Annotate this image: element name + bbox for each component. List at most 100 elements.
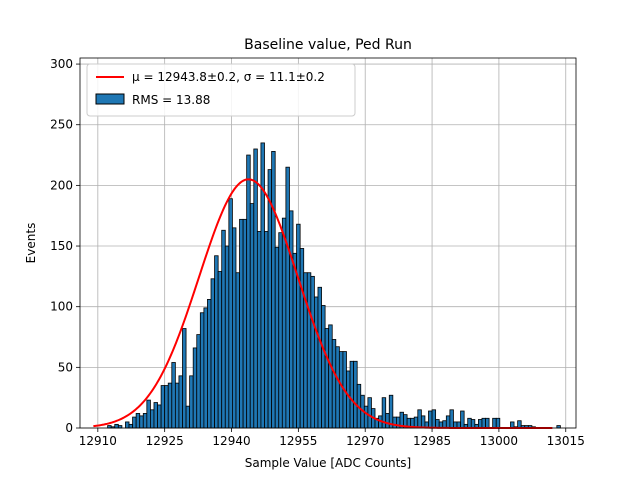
histogram-bar [189, 375, 194, 429]
histogram-bar [363, 405, 369, 429]
histogram-bar [260, 142, 265, 429]
histogram-bar [150, 409, 155, 429]
x-axis-ticks: 12910 12925 12940 12955 12970 12985 13000 13015 [79, 428, 585, 448]
histogram-bar [221, 229, 226, 429]
histogram-bar [157, 404, 162, 429]
histogram-bar [420, 415, 426, 429]
histogram-bar [174, 382, 180, 429]
y-tick-label: 100 [50, 300, 73, 314]
histogram-bar [207, 299, 212, 429]
histogram-bar [353, 360, 358, 429]
histogram-bar [492, 417, 497, 429]
histogram-bar [182, 328, 187, 429]
histogram-bar [495, 417, 501, 429]
x-tick-label: 12985 [413, 434, 451, 448]
legend: μ = 12943.8±0.2, σ = 11.1±0.2 RMS = 13.8… [86, 63, 356, 117]
histogram-bar [235, 272, 240, 429]
legend-histogram-swatch [95, 93, 125, 105]
legend-box [86, 63, 356, 117]
histogram-bar [385, 413, 390, 429]
x-tick-label: 12925 [146, 434, 184, 448]
histogram-bar [253, 148, 258, 429]
histogram-bar [114, 423, 119, 429]
histogram-bar [160, 385, 166, 429]
histogram-bar [146, 399, 151, 429]
y-tick-label: 250 [50, 118, 73, 132]
histogram-bar [317, 286, 322, 429]
y-tick-label: 150 [50, 239, 73, 253]
y-tick-label: 300 [50, 57, 73, 71]
y-tick-label: 0 [65, 421, 73, 435]
histogram-bar [485, 417, 490, 429]
x-tick-label: 12970 [346, 434, 384, 448]
histogram-bar [331, 339, 337, 429]
histogram-bar [217, 271, 223, 429]
x-tick-label: 13000 [480, 434, 518, 448]
histogram-bar [224, 245, 230, 429]
histogram-bar [185, 405, 191, 429]
histogram-bar [203, 307, 208, 429]
histogram-bar [139, 415, 144, 429]
histogram-bar [281, 217, 287, 429]
histogram-bar [214, 255, 219, 429]
x-tick-label: 13015 [547, 434, 585, 448]
histogram-bar [278, 232, 283, 429]
histogram-bar [164, 385, 169, 429]
histogram-bar [128, 423, 133, 429]
plot-frame [79, 57, 577, 429]
histogram-bar [314, 296, 319, 429]
histogram-bar [199, 312, 205, 429]
histogram-bar [367, 397, 372, 429]
histogram-bar [481, 417, 486, 429]
histogram-bar [153, 402, 158, 429]
histogram-bar [435, 419, 440, 429]
histogram-bar [470, 419, 476, 429]
histogram-bar [517, 420, 522, 429]
histogram-bar [299, 248, 305, 429]
histogram-bar [232, 227, 237, 429]
y-axis-label: Events [24, 223, 38, 264]
histogram-bar [132, 416, 137, 429]
legend-fit-label: μ = 12943.8±0.2, σ = 11.1±0.2 [132, 70, 325, 84]
histogram-bar [349, 360, 355, 429]
histogram-bar [289, 210, 294, 429]
histogram-bar [335, 346, 340, 429]
histogram-bar [171, 362, 176, 429]
histogram-bar [417, 409, 422, 429]
histogram-bar [242, 218, 248, 429]
histogram-bar [338, 351, 344, 429]
histogram-bar [478, 419, 483, 429]
histogram-bar [267, 169, 273, 429]
histogram-bar [271, 151, 276, 429]
histogram-bar [321, 305, 326, 429]
histogram-bar [292, 252, 297, 429]
histogram-bar [228, 198, 233, 429]
histogram-bar [256, 231, 262, 429]
histogram-bar [449, 409, 454, 429]
histogram-bar [306, 272, 312, 429]
histogram-bar [460, 410, 465, 429]
histogram-bar [431, 409, 437, 429]
histogram-bar [125, 421, 130, 429]
chart-title: Baseline value, Ped Run [244, 37, 412, 53]
histogram-bar [239, 218, 244, 429]
x-tick-label: 12940 [212, 434, 250, 448]
histogram-bar [392, 416, 397, 429]
histogram-bar [167, 382, 173, 429]
y-tick-label: 50 [58, 360, 73, 374]
histogram-bar [264, 231, 269, 429]
histogram-bar [285, 166, 290, 429]
histogram-bar [142, 413, 148, 429]
histogram-bar [210, 278, 215, 429]
histogram-bar [310, 275, 315, 429]
histogram-bar [192, 347, 198, 429]
histogram-bar [328, 324, 333, 429]
y-axis-ticks: 0 50 100 150 200 250 300 [50, 57, 80, 435]
histogram-bar [246, 154, 251, 429]
histogram-bar [428, 410, 433, 429]
histogram-bar [249, 203, 255, 429]
histogram-bar [324, 328, 330, 429]
legend-rms-label: RMS = 13.88 [132, 93, 210, 107]
histogram-bar [467, 417, 472, 429]
